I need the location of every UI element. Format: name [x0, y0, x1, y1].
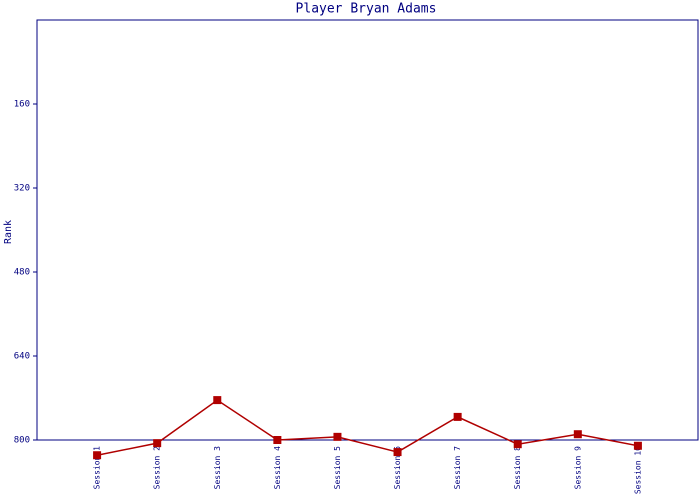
marker: [273, 436, 282, 444]
y-tick-label: 160: [14, 100, 30, 110]
y-tick-label: 320: [14, 184, 30, 194]
x-tick-label: Session 5: [333, 446, 342, 490]
line: [96, 399, 639, 456]
marker: [513, 440, 522, 449]
marker: [393, 448, 402, 457]
x-tick-label: Session 3: [213, 446, 222, 490]
x-tick-label: Session 4: [273, 446, 282, 490]
y-tick-label: 480: [14, 268, 30, 278]
y-axis-label: Rank: [3, 220, 14, 244]
chart-title: Player Bryan Adams: [296, 2, 437, 17]
x-tick-label: Session 10: [633, 446, 642, 494]
y-tick-label: 640: [14, 352, 30, 362]
y-tick-label: 800: [14, 436, 30, 446]
plot-frame: [36, 19, 699, 441]
x-tick-label: Session 7: [453, 446, 462, 490]
x-tick-label: Session 2: [153, 446, 162, 490]
marker: [153, 439, 162, 448]
marker: [93, 451, 102, 460]
marker: [633, 441, 642, 450]
x-tick-label: Session 9: [573, 446, 582, 490]
marker: [573, 430, 582, 439]
x-tick-label: Session 1: [93, 446, 102, 490]
marker: [333, 432, 342, 441]
marker: [453, 412, 462, 421]
marker: [213, 396, 222, 405]
x-tick-label: Session 6: [393, 446, 402, 490]
x-tick-label: Session 8: [513, 446, 522, 490]
